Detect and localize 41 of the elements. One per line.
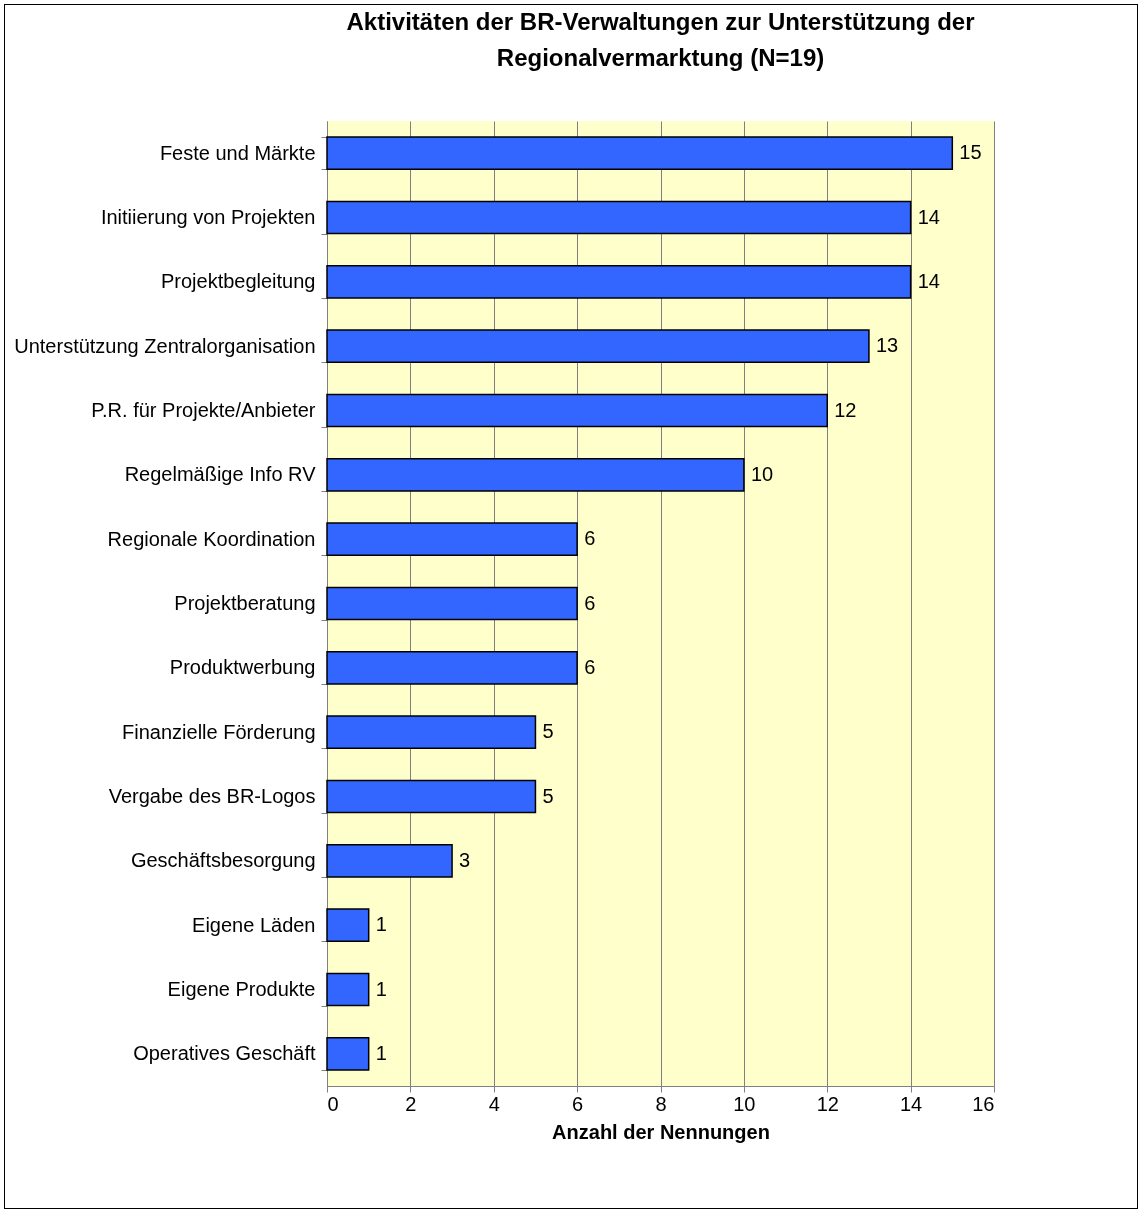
data-label: 5 (542, 720, 554, 743)
y-tick-label: Projektbegleitung (160, 270, 316, 293)
chart-title: Aktivitäten der BR-Verwaltungen zur Unterstützung der Regionalvermarktung (N=19) (346, 8, 975, 71)
x-tick-label: 6 (572, 1092, 584, 1115)
data-label: 1 (375, 977, 387, 1000)
x-tick-label: 12 (816, 1092, 839, 1115)
data-label: 6 (584, 527, 596, 550)
data-label: 10 (750, 462, 774, 485)
y-tick-label: Geschäftsbesorgung (130, 849, 316, 872)
y-tick-label: Operatives Geschäft (133, 1042, 316, 1065)
x-tick-label: 2 (405, 1092, 417, 1115)
data-label: 1 (375, 1041, 387, 1064)
y-tick-label: Unterstützung Zentralorganisation (14, 334, 316, 357)
y-tick-label: Regionale Koordination (107, 527, 316, 550)
x-tick-label: 8 (655, 1092, 667, 1115)
y-tick-label: Regelmäßige Info RV (124, 463, 317, 486)
x-tick-label: 4 (488, 1092, 500, 1115)
y-tick-label: P.R. für Projekte/Anbieter (91, 399, 316, 421)
data-label: 14 (917, 269, 940, 292)
x-axis-title: Anzahl der Nennungen (552, 1120, 770, 1143)
y-tick-label: Eigene Läden (192, 913, 316, 936)
data-label: 5 (542, 784, 554, 807)
x-tick-label: 14 (900, 1092, 923, 1115)
x-tick-label: 16 (972, 1092, 995, 1115)
data-label: 15 (959, 141, 982, 164)
data-label: 14 (917, 205, 940, 228)
y-tick-label: Produktwerbung (169, 656, 316, 679)
y-tick-label: Projektberatung (174, 592, 316, 614)
data-label: 13 (875, 334, 899, 357)
data-label: 3 (459, 848, 471, 871)
data-label: 6 (584, 655, 596, 678)
data-label: 6 (584, 591, 596, 614)
y-tick-label: Feste und Märkte (159, 141, 316, 164)
y-tick-label: Initiierung von Projekten (100, 206, 316, 228)
y-tick-label: Vergabe des BR-Logos (108, 785, 316, 807)
data-label: 12 (834, 398, 857, 421)
y-tick-label: Eigene Produkte (167, 978, 316, 1000)
y-tick-label: Finanzielle Förderung (122, 720, 316, 743)
x-tick-label: 0 (327, 1092, 339, 1115)
x-tick-label: 10 (733, 1092, 756, 1115)
data-label: 1 (375, 913, 387, 936)
